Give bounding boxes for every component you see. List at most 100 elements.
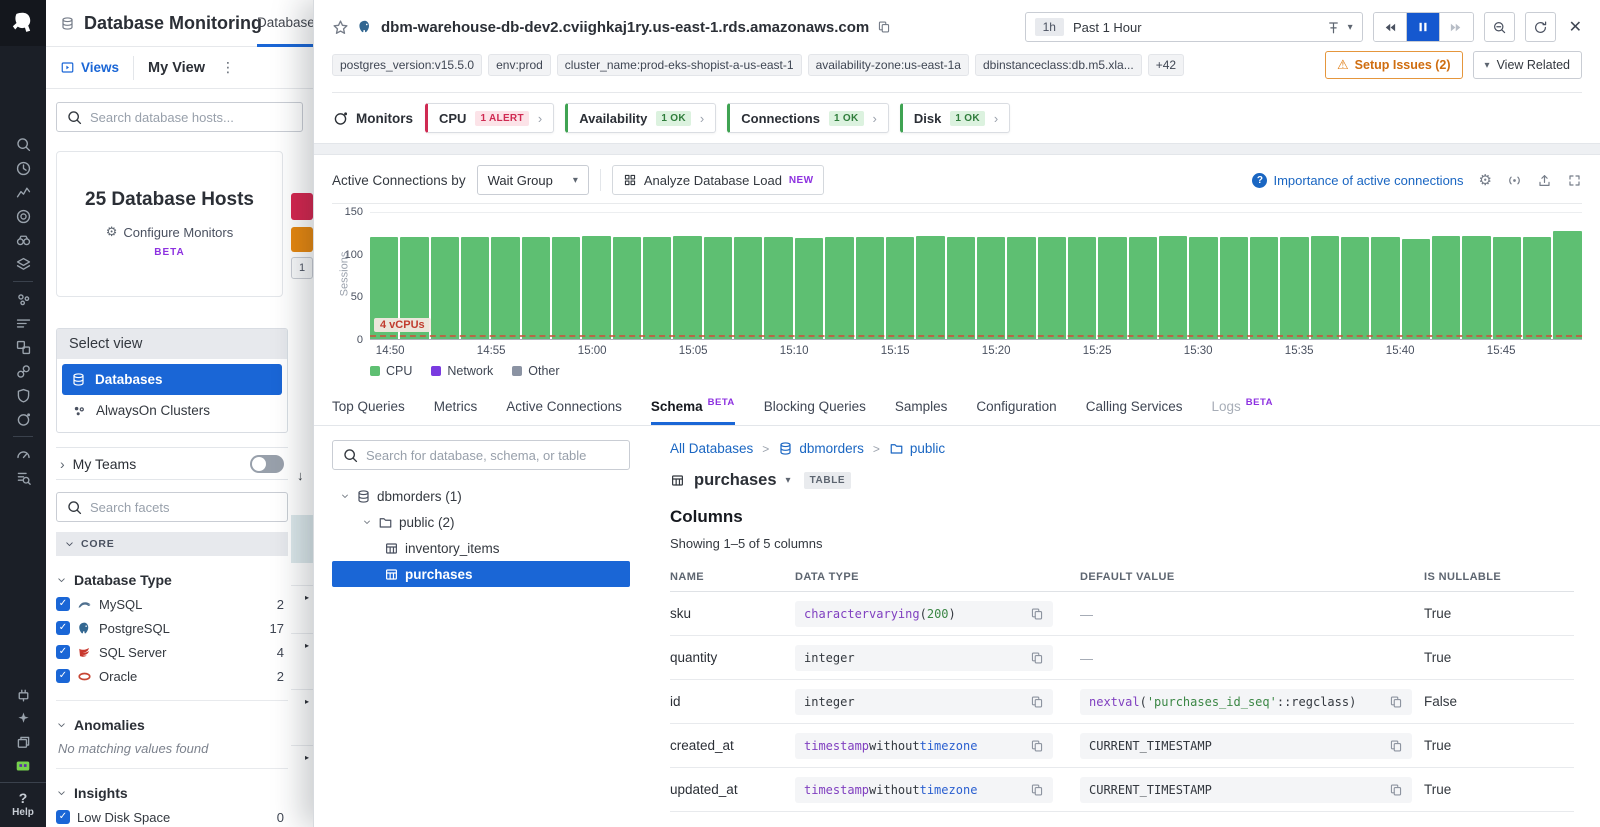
infrastructure-icon[interactable] [12, 288, 34, 310]
my-teams-toggle[interactable] [250, 455, 284, 473]
breadcrumb-public[interactable]: public [889, 441, 945, 456]
cpu-bar[interactable] [1432, 236, 1460, 339]
caret-down-icon[interactable]: ▾ [786, 475, 791, 486]
cpu-bar[interactable] [825, 237, 853, 339]
cpu-bar[interactable] [673, 236, 701, 339]
cpu-bar[interactable] [734, 237, 762, 339]
refresh-button[interactable] [1525, 12, 1556, 42]
performance-icon[interactable] [12, 443, 34, 465]
host-tag[interactable]: availability-zone:us-east-1a [808, 54, 969, 76]
view-option-databases[interactable]: Databases [62, 364, 282, 395]
monitor-pill-disk[interactable]: Disk1 OK› [900, 103, 1010, 133]
integrations-icon[interactable] [12, 683, 34, 705]
analyze-database-load-button[interactable]: Analyze Database Load NEW [612, 165, 825, 195]
cpu-bar[interactable] [613, 237, 641, 339]
cpu-bar[interactable] [1250, 237, 1278, 339]
cpu-bar[interactable] [1553, 231, 1581, 339]
cpu-bar[interactable] [916, 236, 944, 339]
tab-top-queries[interactable]: Top Queries [332, 387, 405, 425]
monitor-pill-availability[interactable]: Availability1 OK› [565, 103, 716, 133]
copy-icon[interactable] [1030, 695, 1044, 709]
cpu-bar[interactable] [856, 237, 884, 339]
chevron-down-icon[interactable] [362, 517, 372, 528]
checkbox[interactable]: ✓ [56, 621, 70, 635]
copy-icon[interactable] [877, 20, 891, 34]
workspaces-icon[interactable] [12, 731, 34, 753]
cpu-bar[interactable] [1311, 236, 1339, 339]
watchdog-icon[interactable] [12, 229, 34, 251]
datadog-logo[interactable] [0, 0, 46, 46]
configure-monitors-button[interactable]: ⚙ Configure Monitors [106, 224, 233, 240]
cpu-bar[interactable] [1098, 237, 1126, 339]
cpu-bar[interactable] [1007, 237, 1035, 339]
cpu-bar[interactable] [1280, 237, 1308, 339]
facet-item-postgresql[interactable]: ✓PostgreSQL17 [56, 616, 288, 640]
export-icon[interactable] [1537, 173, 1552, 188]
log-explorer-icon[interactable] [12, 467, 34, 489]
rewind-button[interactable] [1374, 13, 1407, 41]
software-catalog-icon[interactable] [12, 253, 34, 275]
datadog-mascot-icon[interactable] [12, 755, 34, 777]
facet-group-header[interactable]: Insights [56, 781, 288, 805]
cpu-bar[interactable] [1341, 237, 1369, 339]
legend-item-network[interactable]: Network [431, 364, 493, 378]
tab-calling-services[interactable]: Calling Services [1086, 387, 1183, 425]
copy-icon[interactable] [1030, 739, 1044, 753]
breadcrumb-all-databases[interactable]: All Databases [670, 441, 753, 456]
checkbox[interactable]: ✓ [56, 645, 70, 659]
importance-help-link[interactable]: ? Importance of active connections [1252, 173, 1463, 188]
breadcrumb-dbmorders[interactable]: dbmorders [778, 441, 864, 456]
view-related-button[interactable]: ▾ View Related [1473, 51, 1582, 79]
facet-item-mysql[interactable]: ✓MySQL2 [56, 592, 288, 616]
tree-node-inventory_items[interactable]: inventory_items [332, 535, 630, 561]
copy-icon[interactable] [1389, 783, 1403, 797]
cpu-bar[interactable] [795, 238, 823, 339]
monitor-pill-cpu[interactable]: CPU1 ALERT› [425, 103, 554, 133]
chevron-down-icon[interactable] [340, 491, 350, 502]
forward-button[interactable] [1440, 13, 1473, 41]
dashboards-icon[interactable] [12, 336, 34, 358]
tree-node-dbmorders[interactable]: dbmorders (1) [332, 483, 630, 509]
schema-search-input[interactable] [366, 448, 620, 463]
log-pipelines-icon[interactable] [12, 312, 34, 334]
tab-logs[interactable]: LogsBETA [1212, 387, 1273, 425]
cpu-bar[interactable] [1371, 237, 1399, 339]
cpu-bar[interactable] [1129, 237, 1157, 339]
copy-icon[interactable] [1389, 695, 1403, 709]
cpu-bar[interactable] [582, 236, 610, 339]
my-teams-row[interactable]: › My Teams [56, 447, 288, 480]
tab-blocking-queries[interactable]: Blocking Queries [764, 387, 866, 425]
fullscreen-icon[interactable] [1567, 173, 1582, 188]
facet-group-header[interactable]: Anomalies [56, 713, 288, 737]
facet-group-header[interactable]: Database Type [56, 568, 288, 592]
host-tag[interactable]: dbinstanceclass:db.m5.xla... [975, 54, 1142, 76]
cpu-bar[interactable] [491, 237, 519, 339]
tab-configuration[interactable]: Configuration [976, 387, 1056, 425]
cpu-bar[interactable] [1220, 237, 1248, 339]
host-tag[interactable]: env:prod [488, 54, 551, 76]
cpu-bar[interactable] [764, 237, 792, 339]
monitors-icon[interactable] [12, 205, 34, 227]
checkbox[interactable]: ✓ [56, 669, 70, 683]
favorite-star-icon[interactable] [332, 19, 349, 36]
cpu-bar[interactable] [704, 237, 732, 339]
facet-item-sql-server[interactable]: ✓SQL Server4 [56, 640, 288, 664]
host-search-input[interactable] [90, 110, 293, 125]
wait-group-select[interactable]: Wait Group ▾ [477, 165, 589, 195]
help-button[interactable]: ? Help [0, 782, 46, 827]
view-menu-button[interactable]: ⋮ [221, 59, 235, 76]
cpu-bar[interactable] [522, 237, 550, 339]
tree-node-purchases[interactable]: purchases [332, 561, 630, 587]
checkbox[interactable]: ✓ [56, 810, 70, 824]
host-tag[interactable]: +42 [1148, 54, 1184, 76]
facet-item-oracle[interactable]: ✓Oracle2 [56, 664, 288, 688]
synthetics-icon[interactable] [12, 408, 34, 430]
legend-item-cpu[interactable]: CPU [370, 364, 412, 378]
copy-icon[interactable] [1030, 651, 1044, 665]
security-icon[interactable] [12, 384, 34, 406]
copy-icon[interactable] [1389, 739, 1403, 753]
host-tag[interactable]: cluster_name:prod-eks-shopist-a-us-east-… [557, 54, 802, 76]
tab-schema[interactable]: SchemaBETA [651, 387, 735, 425]
view-option-alwayson-clusters[interactable]: AlwaysOn Clusters [62, 395, 282, 426]
cpu-bar[interactable] [1523, 237, 1551, 339]
